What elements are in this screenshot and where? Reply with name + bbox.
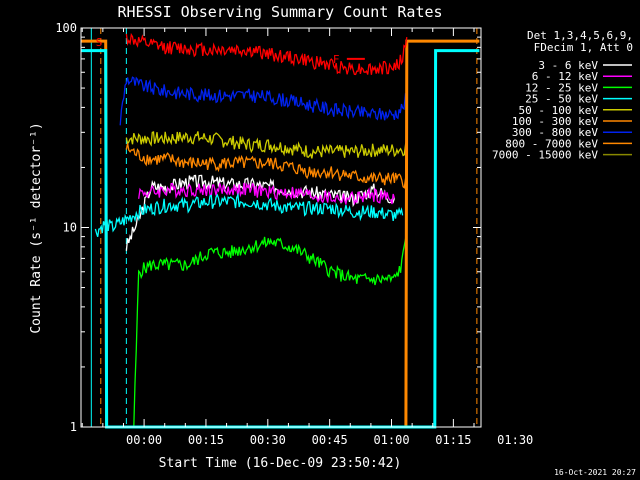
x-axis-label: Start Time (16-Dec-09 23:50:42) [159, 456, 402, 471]
annotation-1: F [333, 53, 340, 66]
legend-label-2: 12 - 25 keV [525, 81, 598, 94]
series-line-2 [133, 227, 408, 428]
series-line-6 [119, 76, 408, 126]
y-axis-label: Count Rate (s⁻¹ detector⁻¹) [29, 122, 44, 333]
annotation-0: S [96, 36, 103, 49]
x-tick-label-5: 01:15 [435, 433, 471, 447]
plot-area: S F 1 10 100 00:00 00:15 00:30 00:45 01:00 01:15… [55, 21, 533, 447]
legend-header-1: FDecim 1, Att 0 [534, 41, 633, 54]
legend-label-4: 50 - 100 keV [519, 104, 599, 117]
series-line-5 [125, 143, 408, 189]
legend-label-5: 100 - 300 keV [512, 115, 598, 128]
legend-label-0: 3 - 6 keV [538, 59, 598, 72]
series-line-4 [125, 131, 408, 159]
x-tick-label-2: 00:30 [250, 433, 286, 447]
legend-header-0: Det 1,3,4,5,6,9, [527, 29, 633, 42]
legend-label-8: 7000 - 15000 keV [492, 149, 598, 162]
legend-label-6: 300 - 800 keV [512, 126, 598, 139]
series-line-9 [125, 32, 408, 76]
y-tick-label-2: 100 [55, 21, 77, 35]
y-tick-label-1: 10 [63, 221, 77, 235]
legend-label-1: 6 - 12 keV [532, 70, 599, 83]
series-line-3 [94, 192, 404, 238]
legend-label-3: 25 - 50 keV [525, 93, 598, 106]
chart-title: RHESSI Observing Summary Count Rates [117, 3, 442, 21]
y-tick-label-0: 1 [70, 420, 77, 434]
plot-frame [80, 27, 482, 428]
series-line-1 [138, 182, 396, 207]
x-tick-label-3: 00:45 [312, 433, 348, 447]
x-tick-label-4: 01:00 [373, 433, 409, 447]
x-tick-label-6: 01:30 [497, 433, 533, 447]
x-tick-label-0: 00:00 [126, 433, 162, 447]
legend-label-7: 800 - 7000 keV [505, 137, 598, 150]
legend: Det 1,3,4,5,6,9,FDecim 1, Att 0 3 - 6 keV… [492, 29, 633, 162]
timestamp: 16-Oct-2021 20:27 [554, 468, 636, 477]
x-tick-label-1: 00:15 [188, 433, 224, 447]
